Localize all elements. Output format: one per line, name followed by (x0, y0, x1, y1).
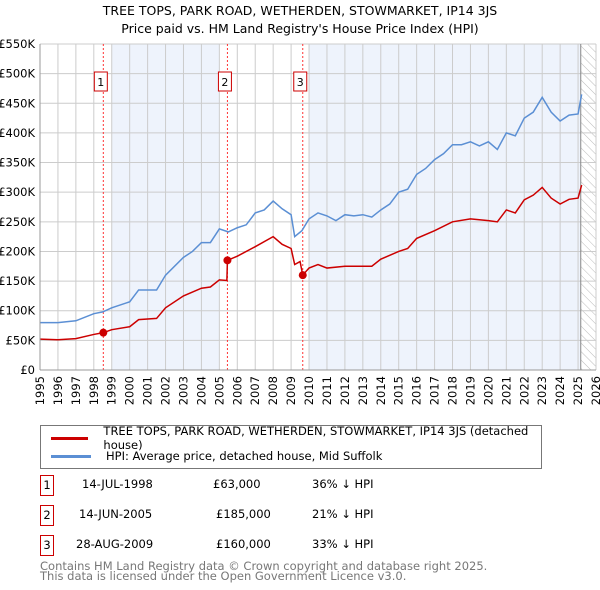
x-tick-label: 2013 (356, 376, 370, 405)
footer-copyright: Contains HM Land Registry data © Crown c… (40, 559, 488, 573)
x-tick-label: 2001 (141, 376, 155, 405)
x-tick-label: 1997 (69, 376, 83, 405)
y-tick-label: £250K (0, 215, 35, 229)
sale-price: £160,000 (216, 537, 271, 551)
sale-badge: 1 (40, 475, 54, 496)
y-tick-label: £100K (0, 304, 35, 318)
x-tick-label: 2008 (266, 376, 280, 405)
sale-row: 1 14-JUL-1998 £63,000 36% ↓ HPI (40, 475, 440, 496)
sale-hpi: 21% ↓ HPI (312, 507, 374, 521)
x-tick-label: 2010 (302, 376, 316, 405)
x-tick-label: 2024 (553, 376, 567, 405)
x-tick-label: 2025 (571, 376, 585, 405)
hpi-line (40, 94, 583, 324)
sale-badge: 2 (40, 505, 54, 526)
x-tick-label: 2019 (463, 376, 477, 405)
legend-label-hpi: HPI: Average price, detached house, Mid … (106, 449, 383, 463)
sale-row: 3 28-AUG-2009 £160,000 33% ↓ HPI (40, 535, 440, 556)
x-tick-label: 2002 (159, 376, 173, 405)
sale-marker-box (93, 71, 108, 92)
sale-badge: 3 (40, 535, 54, 556)
y-tick-label: £0 (20, 363, 35, 377)
sale-marker-label: 3 (297, 76, 304, 89)
x-tick-label: 2017 (428, 376, 442, 405)
y-tick-label: £550K (0, 37, 35, 51)
x-tick-label: 1996 (51, 376, 65, 405)
footer: Contains HM Land Registry data © Crown c… (40, 559, 488, 583)
legend-label-property: TREE TOPS, PARK ROAD, WETHERDEN, STOWMAR… (103, 424, 529, 452)
y-tick-label: £400K (0, 126, 35, 140)
x-tick-label: 2007 (248, 376, 262, 405)
legend: TREE TOPS, PARK ROAD, WETHERDEN, STOWMAR… (40, 424, 542, 469)
x-tick-label: 2012 (338, 376, 352, 405)
sale-marker-box (293, 71, 308, 92)
sale-point (298, 271, 307, 280)
x-tick-label: 1995 (33, 376, 47, 405)
sale-hpi: 33% ↓ HPI (312, 537, 374, 551)
sale-price: £63,000 (213, 477, 261, 491)
x-tick-label: 2006 (230, 376, 244, 405)
x-tick-label: 2026 (589, 376, 600, 405)
y-tick-label: £450K (0, 96, 35, 110)
forecast-hatch (580, 44, 596, 370)
x-tick-label: 2005 (212, 376, 226, 405)
chart: 1995 1996 1997 1998 1999 2000 2001 2002 2003 2004… (0, 37, 600, 405)
x-tick-label: 1998 (87, 376, 101, 405)
subtitle: Price paid vs. HM Land Registry's House … (121, 21, 479, 36)
title: TREE TOPS, PARK ROAD, WETHERDEN, STOWMAR… (102, 3, 498, 18)
x-tick-label: 2009 (284, 376, 298, 405)
x-tick-label: 2016 (410, 376, 424, 405)
x-tick-label: 2015 (392, 376, 406, 405)
shaded-band (309, 44, 581, 370)
sale-row: 2 14-JUN-2005 £185,000 21% ↓ HPI (40, 505, 440, 526)
sale-marker-label: 1 (97, 76, 104, 89)
x-tick-label: 2020 (481, 376, 495, 405)
y-tick-label: £150K (0, 274, 35, 288)
y-tick-label: £350K (0, 156, 35, 170)
x-tick-label: 2000 (123, 376, 137, 405)
property-line (39, 184, 583, 341)
footer-licence: This data is licensed under the Open Gov… (40, 569, 407, 583)
chart-title: TREE TOPS, PARK ROAD, WETHERDEN, STOWMAR… (0, 2, 600, 38)
y-tick-label: £500K (0, 67, 35, 81)
y-tick-label: £200K (0, 244, 35, 258)
x-tick-label: 2003 (176, 376, 190, 405)
sale-marker-label: 2 (221, 76, 228, 89)
x-tick-label: 2011 (320, 376, 334, 405)
legend-swatch-red (51, 436, 89, 440)
sale-date: 14-JUN-2005 (79, 507, 153, 521)
sale-hpi: 36% ↓ HPI (312, 477, 374, 491)
sale-date: 28-AUG-2009 (76, 537, 154, 551)
sale-point (223, 256, 232, 265)
sale-marker-box (217, 71, 232, 92)
sale-date: 14-JUL-1998 (82, 477, 153, 491)
sale-price: £185,000 (216, 507, 271, 521)
sale-point (99, 328, 108, 337)
x-tick-label: 2022 (517, 376, 531, 405)
legend-swatch-blue (51, 454, 91, 458)
x-tick-label: 2018 (446, 376, 460, 405)
y-tick-label: £50K (6, 333, 36, 347)
x-tick-label: 2014 (374, 376, 388, 405)
x-tick-label: 1999 (105, 376, 119, 405)
x-tick-label: 2004 (194, 376, 208, 405)
y-tick-label: £300K (0, 185, 35, 199)
x-tick-label: 2021 (499, 376, 513, 405)
x-tick-label: 2023 (535, 376, 549, 405)
